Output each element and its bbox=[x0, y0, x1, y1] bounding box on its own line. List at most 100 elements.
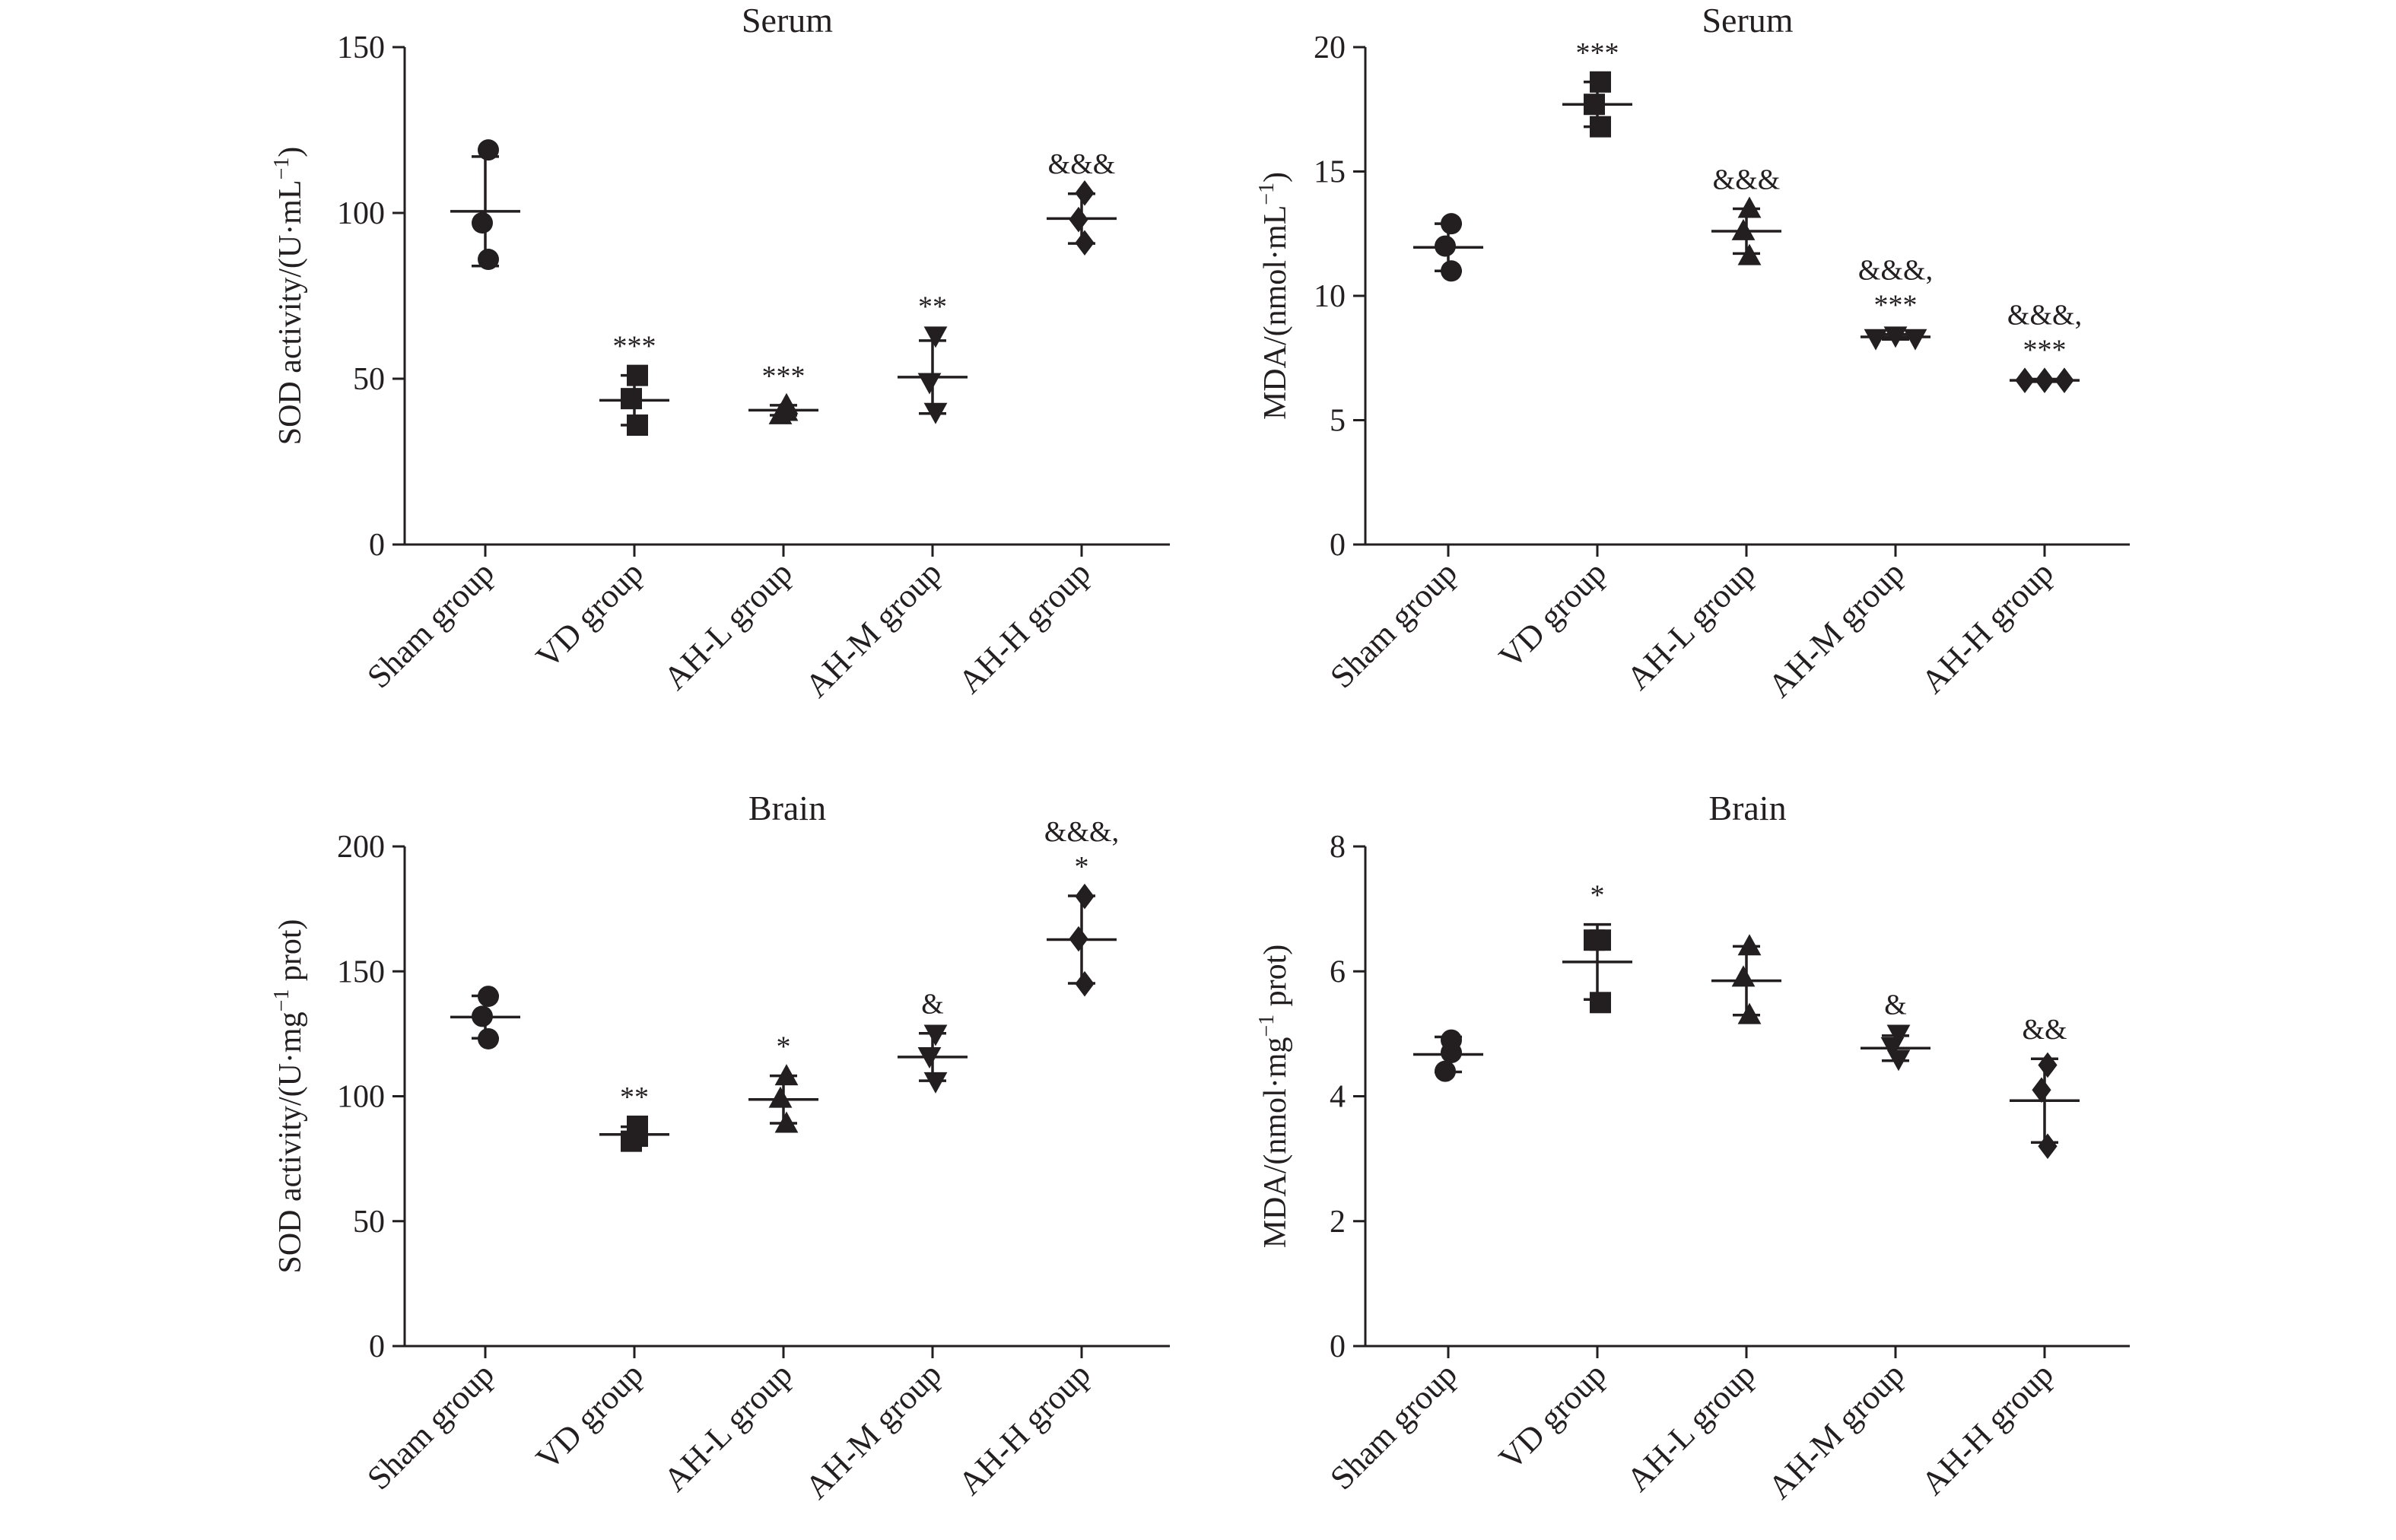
data-point bbox=[1903, 329, 1927, 351]
y-tick-label: 4 bbox=[1330, 1080, 1346, 1115]
data-point bbox=[917, 373, 942, 395]
y-tick-label: 0 bbox=[369, 528, 385, 563]
data-point bbox=[2038, 1133, 2058, 1159]
x-tick-label: AH-M group bbox=[1761, 1355, 1911, 1506]
x-tick-label: Sham group bbox=[360, 1355, 501, 1497]
x-tick-label: AH-L group bbox=[1619, 1355, 1762, 1498]
x-tick-label: AH-H group bbox=[951, 554, 1098, 700]
y-tick-label: 10 bbox=[1314, 279, 1346, 314]
x-tick-label: AH-H group bbox=[1914, 1355, 2061, 1502]
significance-label: &&&, bbox=[2007, 300, 2082, 332]
significance-label: *** bbox=[1576, 37, 1619, 69]
data-point bbox=[621, 388, 642, 410]
y-tick-label: 20 bbox=[1314, 30, 1346, 65]
y-tick-label: 50 bbox=[353, 362, 385, 397]
significance-label: *** bbox=[613, 331, 656, 363]
data-point bbox=[774, 1064, 799, 1086]
x-tick-label: VD group bbox=[1492, 554, 1613, 675]
data-point bbox=[1737, 934, 1762, 956]
significance-label: &&&, bbox=[1044, 816, 1119, 848]
significance-label: * bbox=[1590, 880, 1605, 912]
data-point bbox=[1075, 883, 1095, 910]
significance-label: &&& bbox=[1713, 164, 1781, 196]
y-tick-label: 8 bbox=[1330, 830, 1346, 865]
data-point bbox=[478, 249, 499, 271]
significance-label: *** bbox=[2023, 335, 2067, 367]
data-point bbox=[923, 1072, 948, 1094]
data-point bbox=[627, 414, 648, 437]
data-point bbox=[2038, 1052, 2058, 1078]
data-point bbox=[2035, 367, 2054, 393]
chart-panel-4: Brain 0 2 4 6 8 MDA/(nmol·mg−1 prot) Sham group… bbox=[1255, 789, 2130, 1506]
data-point bbox=[1590, 116, 1611, 138]
x-tick-label: AH-L group bbox=[1619, 554, 1762, 697]
y-tick-label: 150 bbox=[337, 30, 385, 65]
x-tick-label: Sham group bbox=[1323, 554, 1464, 695]
chart-panel-3: Brain 0 50 100 150 200 SOD activity/(U·mg−1 pr… bbox=[270, 789, 1170, 1506]
chart-title: Serum bbox=[1702, 1, 1793, 40]
y-tick-label: 150 bbox=[337, 954, 385, 989]
chart-title: Serum bbox=[742, 1, 833, 40]
data-point bbox=[2015, 367, 2035, 393]
data-point bbox=[1441, 213, 1462, 235]
chart-panel-2: Serum 0 5 10 15 20 MDA/(nmol·mL−1) Sham group VD… bbox=[1255, 1, 2130, 704]
data-point bbox=[2032, 1077, 2051, 1103]
data-point bbox=[1864, 329, 1888, 351]
x-tick-label: VD group bbox=[1492, 1355, 1613, 1477]
chart-title: Brain bbox=[1708, 789, 1786, 827]
data-point bbox=[923, 326, 948, 348]
data-point bbox=[1075, 180, 1095, 206]
y-tick-label: 6 bbox=[1330, 954, 1346, 989]
data-point bbox=[774, 1111, 799, 1133]
y-tick-label: 0 bbox=[369, 1329, 385, 1364]
data-point bbox=[917, 1047, 942, 1069]
x-tick-label: VD group bbox=[529, 1355, 650, 1477]
data-point bbox=[1069, 206, 1088, 233]
data-point bbox=[923, 1024, 948, 1046]
data-point bbox=[478, 139, 499, 161]
y-tick-label: 5 bbox=[1330, 404, 1346, 439]
data-point bbox=[1886, 1049, 1911, 1072]
significance-label: ** bbox=[918, 291, 947, 322]
significance-label: * bbox=[777, 1031, 791, 1063]
data-point bbox=[1590, 992, 1611, 1014]
data-point bbox=[1883, 326, 1908, 348]
data-point bbox=[1584, 94, 1605, 116]
y-tick-label: 2 bbox=[1330, 1205, 1346, 1240]
y-axis-label: SOD activity/(U·mg−1 prot) bbox=[270, 919, 308, 1273]
data-point bbox=[1737, 1002, 1762, 1024]
data-point bbox=[478, 986, 499, 1008]
y-tick-label: 0 bbox=[1330, 1329, 1346, 1364]
x-tick-label: Sham group bbox=[360, 554, 501, 695]
significance-label: & bbox=[1884, 989, 1907, 1021]
y-tick-label: 15 bbox=[1314, 155, 1346, 190]
data-point bbox=[1737, 243, 1762, 265]
x-tick-label: AH-M group bbox=[1761, 554, 1911, 704]
data-point bbox=[1441, 260, 1462, 282]
significance-label: && bbox=[2022, 1014, 2067, 1046]
x-tick-label: AH-L group bbox=[656, 1355, 799, 1498]
significance-label: *** bbox=[762, 360, 806, 392]
data-point bbox=[1435, 235, 1456, 257]
y-tick-label: 50 bbox=[353, 1205, 385, 1240]
data-point bbox=[768, 1086, 793, 1108]
data-point bbox=[1731, 965, 1756, 987]
x-tick-label: VD group bbox=[529, 554, 650, 675]
x-tick-label: AH-M group bbox=[798, 1355, 949, 1506]
data-point bbox=[472, 212, 493, 234]
x-tick-label: Sham group bbox=[1323, 1355, 1464, 1497]
data-point bbox=[774, 399, 799, 421]
data-point bbox=[2054, 367, 2074, 393]
y-tick-label: 100 bbox=[337, 196, 385, 231]
data-point bbox=[478, 1027, 499, 1049]
data-point bbox=[1590, 71, 1611, 93]
data-point bbox=[1075, 970, 1095, 997]
significance-label: & bbox=[921, 989, 944, 1021]
y-tick-label: 100 bbox=[337, 1080, 385, 1115]
x-tick-label: AH-H group bbox=[1914, 554, 2061, 700]
data-point bbox=[923, 402, 948, 424]
data-point bbox=[1441, 1042, 1462, 1064]
x-tick-label: AH-H group bbox=[951, 1355, 1098, 1502]
data-point bbox=[1075, 230, 1095, 256]
